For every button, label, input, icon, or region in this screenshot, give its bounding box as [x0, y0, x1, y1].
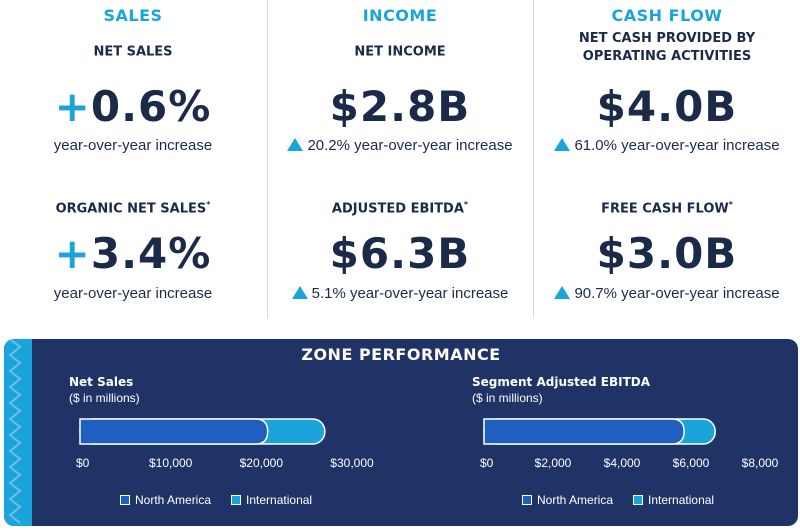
net-income-desc: 20.2% year-over-year increase	[267, 137, 533, 154]
adjusted-ebitda-desc: 5.1% year-over-year increase	[267, 285, 533, 302]
x-tick-label: $0	[480, 456, 494, 470]
organic-net-sales-value: +3.4%	[54, 229, 212, 278]
chevron-pattern-icon	[8, 339, 22, 524]
x-tick-label: $20,000	[240, 456, 284, 470]
decorative-stripe	[4, 339, 32, 526]
ebitda-legend: North America International	[522, 493, 734, 507]
operating-cash-label: NET CASH PROVIDED BY OPERATING ACTIVITIES	[578, 31, 756, 64]
legend-label: North America	[135, 493, 212, 507]
up-arrow-icon	[554, 138, 571, 151]
x-tick-label: $2,000	[535, 456, 572, 470]
up-arrow-icon	[287, 138, 304, 151]
legend-label: North America	[537, 493, 614, 507]
sales-heading: SALES	[103, 6, 163, 25]
net-sales-value: +0.6%	[54, 82, 212, 131]
zone-performance-panel: ZONE PERFORMANCE Net Sales ($ in million…	[4, 339, 798, 526]
x-tick-label: $30,000	[330, 456, 374, 470]
operating-cash-value: $4.0B	[596, 82, 738, 131]
bar-north-america	[483, 418, 685, 445]
up-arrow-icon	[291, 286, 308, 299]
x-tick-label: $8,000	[742, 456, 779, 470]
ebitda-chart-unit: ($ in millions)	[472, 391, 543, 405]
legend-swatch	[522, 495, 532, 505]
up-arrow-icon	[554, 286, 571, 299]
legend-swatch	[231, 495, 242, 505]
free-cash-flow-value: $3.0B	[596, 229, 738, 278]
net-sales-legend: North America International	[120, 493, 332, 507]
ebitda-chart: $0 $2,000 $4,000 $6,000 $8,000	[480, 418, 779, 470]
net-sales-chart-title: Net Sales	[69, 375, 134, 389]
x-tick-label: $6,000	[673, 456, 710, 470]
sales-column: SALES NET SALES +0.6% year-over-year inc…	[0, 0, 266, 320]
ebitda-chart-title: Segment Adjusted EBITDA	[472, 375, 651, 389]
x-tick-label: $0	[76, 456, 90, 470]
net-sales-desc: year-over-year increase	[53, 137, 213, 154]
net-income-value: $2.8B	[329, 82, 471, 131]
x-tick-label: $10,000	[149, 456, 193, 470]
column-divider	[533, 0, 534, 318]
cash-flow-heading: CASH FLOW	[611, 6, 723, 25]
free-cash-flow-label: FREE CASH FLOW*	[601, 200, 733, 217]
bar-north-america	[79, 418, 269, 445]
legend-swatch	[120, 495, 130, 505]
net-sales-chart: $0 $10,000 $20,000 $30,000	[76, 418, 374, 470]
column-divider	[267, 0, 268, 318]
operating-cash-desc: 61.0% year-over-year increase	[534, 137, 800, 154]
free-cash-flow-desc: 90.7% year-over-year increase	[534, 285, 800, 302]
cash-flow-column: CASH FLOW NET CASH PROVIDED BY OPERATING …	[534, 0, 800, 320]
adjusted-ebitda-value: $6.3B	[329, 229, 471, 278]
adjusted-ebitda-label: ADJUSTED EBITDA*	[331, 200, 469, 217]
income-heading: INCOME	[362, 6, 438, 25]
legend-label: International	[648, 493, 715, 507]
net-sales-label: NET SALES	[93, 44, 173, 60]
x-tick-label: $4,000	[604, 456, 641, 470]
zone-performance-title: ZONE PERFORMANCE	[301, 345, 501, 364]
net-sales-chart-unit: ($ in millions)	[69, 391, 140, 405]
organic-net-sales-label: ORGANIC NET SALES*	[55, 200, 211, 217]
income-column: INCOME NET INCOME $2.8B 20.2% year-over-…	[267, 0, 533, 320]
organic-net-sales-desc: year-over-year increase	[53, 285, 213, 302]
legend-swatch	[633, 495, 644, 505]
net-income-label: NET INCOME	[354, 44, 446, 60]
legend-label: International	[246, 493, 313, 507]
